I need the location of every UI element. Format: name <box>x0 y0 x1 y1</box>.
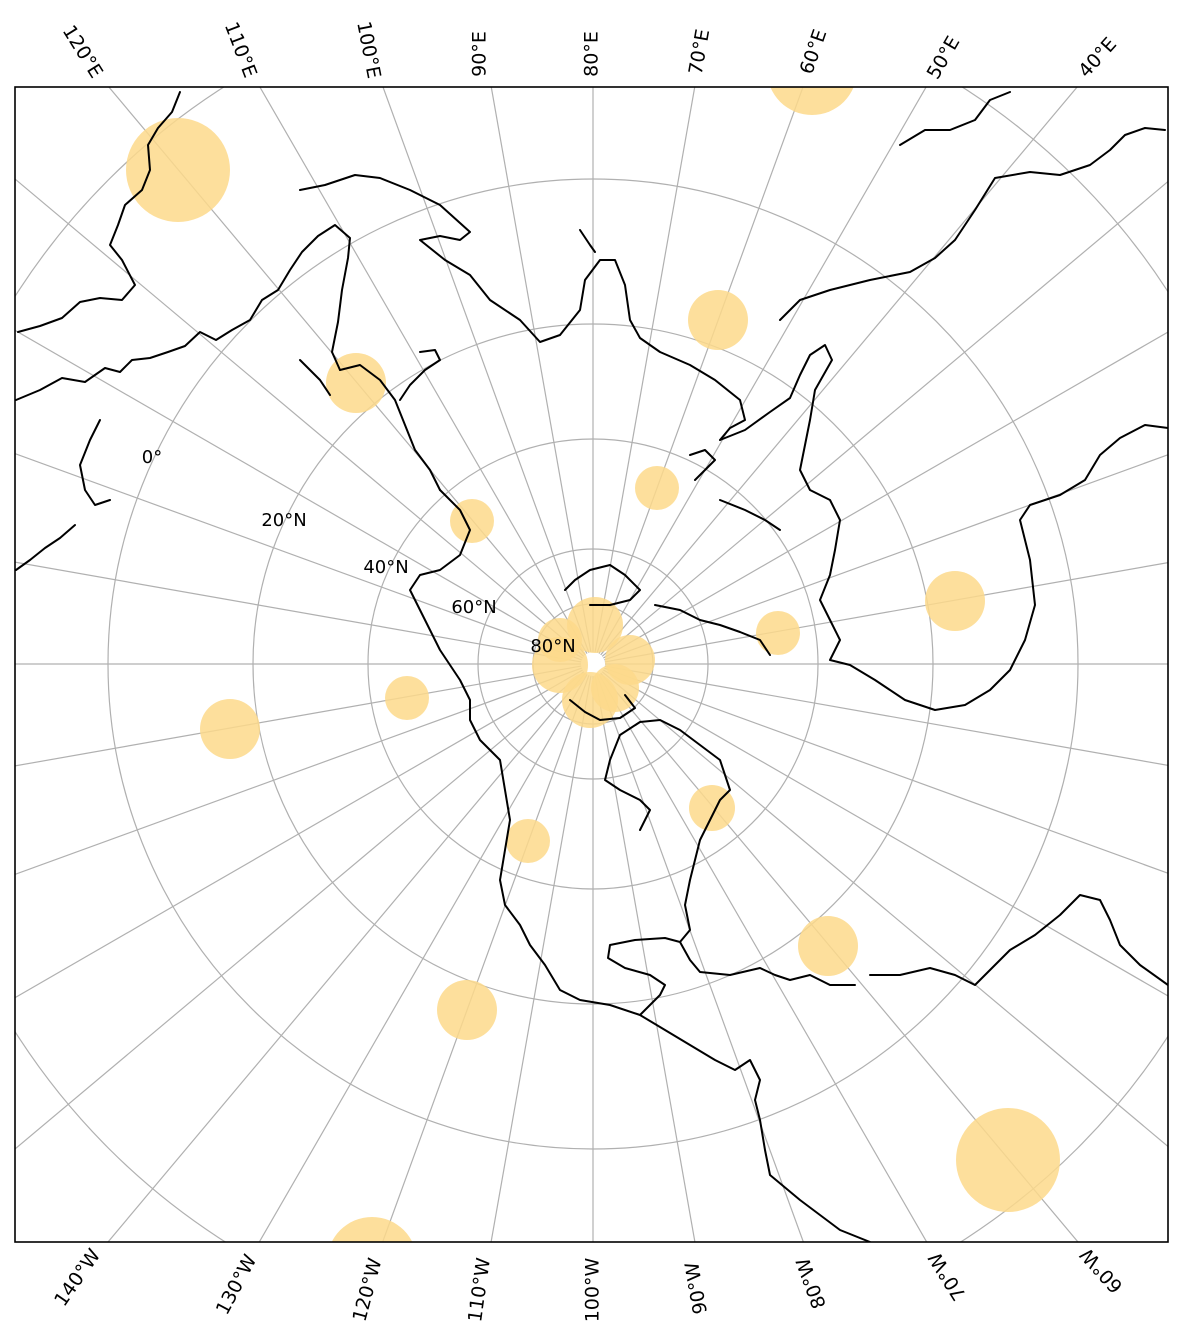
bottom-longitude-label: 100°W <box>582 1258 604 1323</box>
meridian-line <box>259 87 588 654</box>
marker-circle <box>326 353 386 413</box>
coastline-arctic-islands <box>564 449 781 721</box>
latitude-label: 20°N <box>261 510 306 531</box>
meridian-line <box>604 665 1168 766</box>
meridian-line <box>598 87 927 654</box>
marker-circle <box>770 87 854 115</box>
latitude-label: 80°N <box>530 636 575 657</box>
marker-circle <box>331 1217 413 1242</box>
marker-circle <box>506 819 550 863</box>
coastlines <box>15 91 1168 1242</box>
meridian-line <box>15 452 582 661</box>
latitude-label: 60°N <box>451 597 496 618</box>
meridian-line <box>15 329 583 659</box>
meridian-line <box>15 561 582 663</box>
marker-circle <box>925 571 985 631</box>
marker-circle <box>798 916 858 976</box>
meridian-line <box>594 87 696 653</box>
marker-circle <box>756 611 800 655</box>
meridian-line <box>604 454 1168 661</box>
marker-circle <box>126 118 230 222</box>
meridian-line <box>107 672 586 1242</box>
top-longitude-label: 90°E <box>469 31 491 77</box>
meridian-line <box>601 671 1168 1148</box>
marker-circle <box>688 290 748 350</box>
meridian-line <box>604 562 1168 663</box>
latitude-label: 40°N <box>363 557 408 578</box>
meridian-line <box>594 675 696 1242</box>
marker-circle <box>591 664 639 712</box>
markers <box>126 87 1060 1242</box>
meridian-line <box>603 331 1168 659</box>
coastline-north-america <box>409 489 871 1242</box>
top-longitude-label: 80°E <box>581 31 603 77</box>
marker-circle <box>437 980 497 1040</box>
meridian-line <box>490 675 592 1242</box>
latitude-label: 0° <box>142 447 162 468</box>
marker-circle <box>200 699 260 759</box>
coastline-europe-africa <box>719 91 1168 711</box>
meridian-line <box>15 669 583 999</box>
coastline-asia-east <box>15 349 441 571</box>
meridian-line <box>603 669 1168 997</box>
meridian-line <box>601 180 1168 657</box>
meridian-line <box>596 675 805 1242</box>
meridian-line <box>382 87 590 653</box>
coastline-south-america <box>869 894 1168 986</box>
marker-circle <box>385 676 429 720</box>
map-frame <box>14 86 1169 1243</box>
coastline-eurasia <box>15 91 746 441</box>
marker-circle <box>956 1108 1060 1212</box>
meridian-line <box>15 667 582 876</box>
meridian-line <box>604 667 1168 874</box>
meridian-line <box>490 87 592 653</box>
meridian-line <box>15 671 585 1150</box>
marker-circle <box>635 466 679 510</box>
meridian-line <box>258 674 588 1242</box>
